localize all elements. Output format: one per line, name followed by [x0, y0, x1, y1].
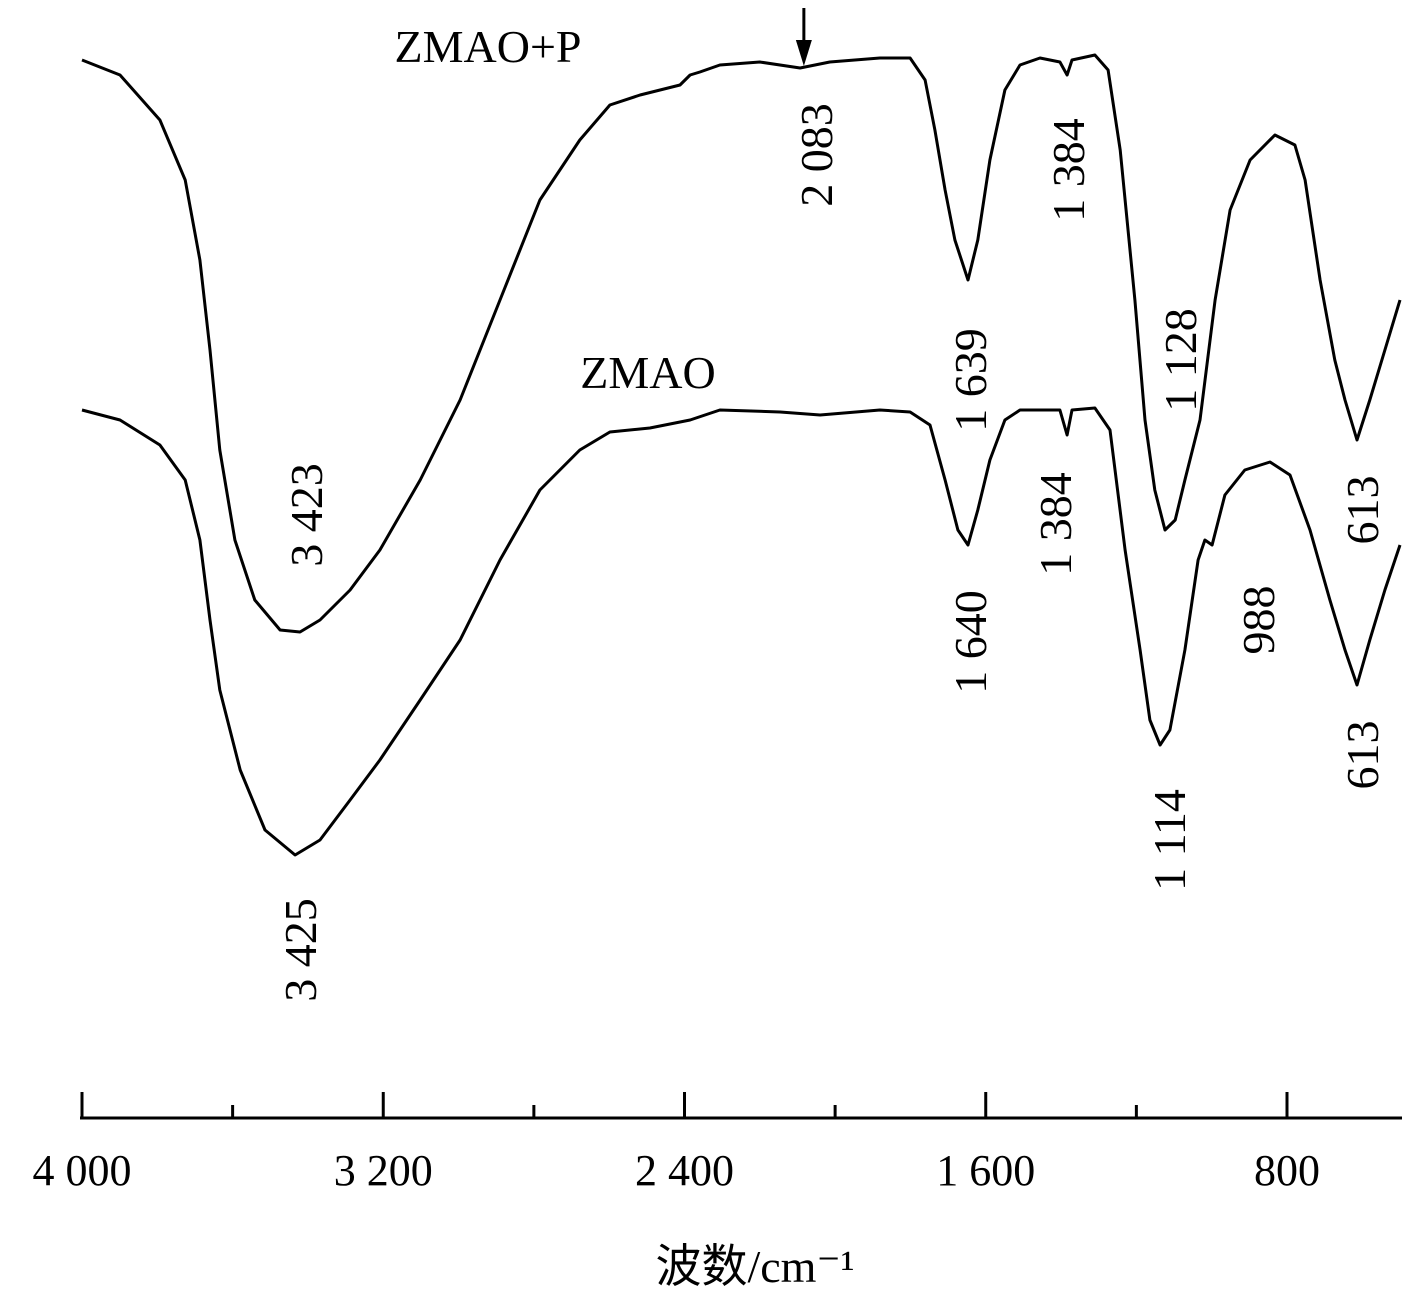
peak-label: 2 083 [791, 103, 842, 207]
series-line-zmao-p [81, 53, 1402, 634]
x-tick-label: 4 000 [33, 1146, 132, 1195]
peak-label: 1 384 [1030, 472, 1081, 576]
series-line-zmao [81, 406, 1402, 857]
series-label: ZMAO [580, 347, 715, 398]
curves [81, 53, 1402, 857]
x-axis-label: 波数/cm⁻¹ [655, 1241, 854, 1292]
peak-label: 3 423 [281, 463, 332, 567]
peak-label: 1 640 [945, 590, 996, 694]
peak-label: 1 114 [1144, 789, 1195, 891]
x-axis: 4 000 3 200 2 400 1 600 800 波数/cm⁻¹ [33, 1092, 1402, 1292]
peak-label: 988 [1233, 586, 1284, 655]
peak-label: 3 425 [275, 898, 326, 1002]
peak-label: 1 384 [1043, 118, 1094, 222]
x-tick-label: 800 [1254, 1146, 1320, 1195]
x-tick-label: 2 400 [635, 1146, 734, 1195]
x-tick-label: 3 200 [334, 1146, 433, 1195]
annotations: ZMAO+P ZMAO 3 423 2 083 1 639 1 384 1 128 613 3 … [275, 8, 1388, 1002]
x-tick-label: 1 600 [936, 1146, 1035, 1195]
peak-label: 613 [1337, 476, 1388, 545]
arrow-head-icon [795, 40, 812, 66]
peak-label: 613 [1337, 721, 1388, 790]
series-label: ZMAO+P [395, 21, 582, 72]
peak-label: 1 128 [1155, 308, 1206, 412]
peak-label: 1 639 [945, 328, 996, 432]
